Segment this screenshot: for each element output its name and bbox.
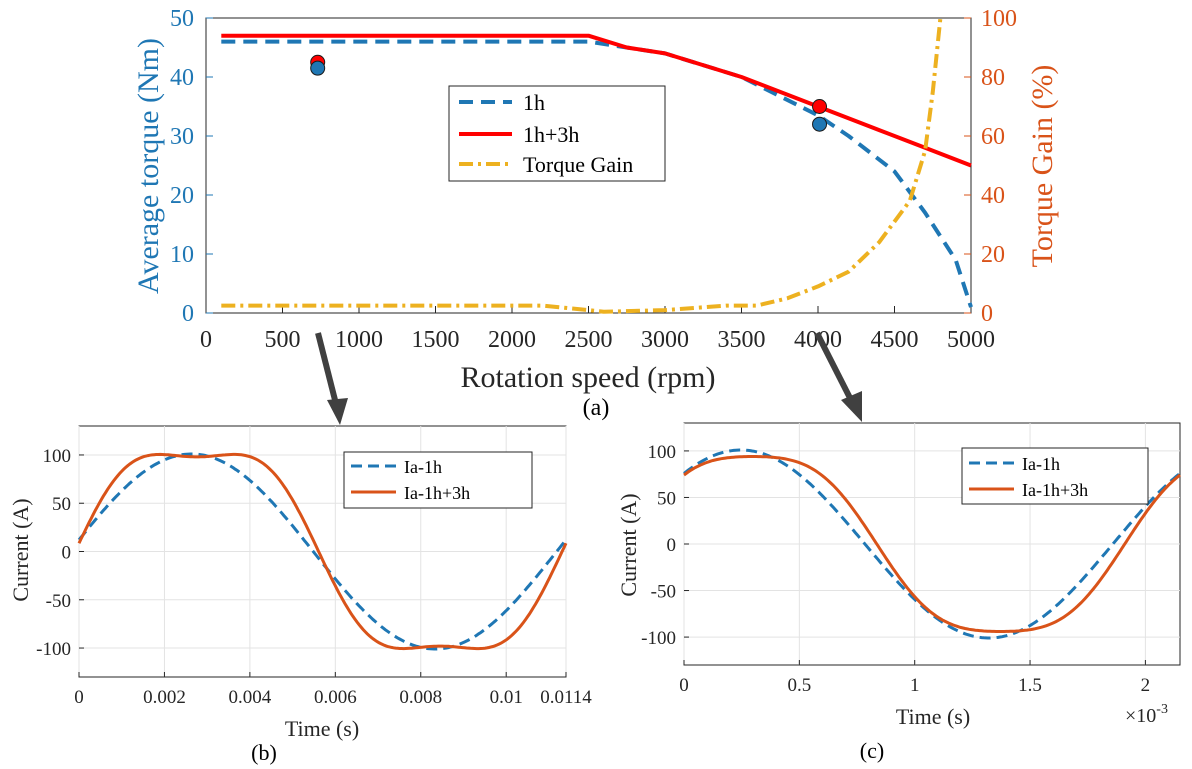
y-tick-label: 0 [182, 301, 194, 327]
plot-c-exponent-base: ×10 [1125, 705, 1156, 727]
x-tick-label: 2 [1141, 675, 1151, 696]
series-line-0 [683, 448, 1181, 640]
y-tick-label: 50 [52, 494, 71, 515]
arrow-left-shaft [315, 332, 338, 401]
plot-a-x-ticks: 0500100015002000250030003500400045005000 [200, 306, 995, 353]
x-tick-label: 0.002 [143, 687, 186, 708]
legend-c-ia1h-label: Ia-1h [1022, 454, 1060, 474]
data-marker-3 [812, 116, 828, 132]
arrow-right-shaft [814, 331, 853, 400]
plot-c-xlabel: Time (s) [896, 704, 970, 729]
plot-a-y-ticks: 0 10 20 30 40 50 [170, 6, 213, 327]
plot-b-ylabel: Current (A) [8, 498, 33, 601]
series-line-1 [221, 33, 972, 168]
y2-tick-label: 40 [981, 183, 1005, 209]
y-tick-label: 100 [648, 442, 677, 463]
plot-b-xlabel: Time (s) [285, 716, 359, 741]
y2-tick-label: 0 [981, 301, 993, 327]
plot-c-y-ticks: -100 -50 0 50 100 [641, 442, 689, 649]
legend-1h-label: 1h [523, 90, 545, 115]
x-tick-label: 0.008 [399, 687, 442, 708]
plot-c-series [683, 448, 1181, 640]
x-tick-label: 2000 [488, 327, 536, 353]
y2-tick-label: 20 [981, 242, 1005, 268]
x-tick-label: 1500 [412, 327, 460, 353]
y-tick-label: -50 [46, 591, 71, 612]
plot-c-legend: Ia-1h Ia-1h+3h [961, 447, 1149, 505]
y2-tick-label: 100 [981, 6, 1017, 32]
panel-a-torque-chart: 0500100015002000250030003500400045005000… [132, 6, 1059, 421]
x-tick-label: 3500 [718, 327, 766, 353]
legend-b-ia1h-label: Ia-1h [404, 457, 442, 477]
x-tick-label: 1000 [335, 327, 383, 353]
y-tick-label: -100 [36, 639, 71, 660]
y-tick-label: 50 [657, 488, 676, 509]
plot-a-y2-ticks: 0 20 40 60 80 100 [964, 6, 1017, 327]
x-tick-label: 0.006 [314, 687, 357, 708]
plot-a-legend: 1h 1h+3h Torque Gain [448, 85, 666, 182]
legend-gain-label: Torque Gain [523, 152, 633, 177]
x-tick-label: 5000 [947, 327, 995, 353]
plot-c-ylabel: Current (A) [616, 493, 641, 596]
y-tick-label: -100 [641, 628, 676, 649]
plot-a-xlabel: Rotation speed (rpm) [461, 361, 716, 394]
y2-tick-label: 60 [981, 124, 1005, 150]
arrow-right-head [841, 391, 862, 422]
data-marker-1 [310, 60, 326, 76]
y-tick-label: 20 [170, 183, 194, 209]
panel-c-current-chart: 0 0.5 1 1.5 2 -100 -50 0 50 100 Time (s) Current… [616, 422, 1181, 763]
zoom-arrows [315, 331, 862, 425]
panel-b-current-chart: 0 0.002 0.004 0.006 0.008 0.01 0.0114 -100 -50 0… [8, 425, 592, 765]
x-tick-label: 1.5 [1018, 675, 1042, 696]
x-tick-label: 0.004 [229, 687, 272, 708]
x-tick-label: 0 [679, 675, 689, 696]
y-tick-label: 10 [170, 242, 194, 268]
x-tick-label: 0 [74, 687, 84, 708]
plot-a-series [221, 17, 973, 314]
panel-b-label: (b) [251, 740, 277, 765]
series-line-2 [221, 17, 943, 314]
y-tick-label: 0 [667, 535, 677, 556]
x-tick-label: 2500 [565, 327, 613, 353]
x-tick-label: 0 [200, 327, 212, 353]
x-tick-label: 0.0114 [540, 687, 592, 708]
y-tick-label: 0 [62, 543, 72, 564]
plot-c-exponent-power: -3 [1156, 702, 1168, 717]
legend-b-ia1h3h-label: Ia-1h+3h [404, 483, 470, 503]
plot-c-x-ticks: 0 0.5 1 1.5 2 [679, 660, 1150, 696]
series-line-1 [683, 455, 1181, 633]
plot-a-y2label: Torque Gain (%) [1026, 65, 1059, 268]
x-tick-label: 4500 [871, 327, 919, 353]
plot-c-legend-box [961, 447, 1149, 505]
y2-tick-label: 80 [981, 65, 1005, 91]
y-tick-label: -50 [651, 582, 676, 603]
y-tick-label: 100 [43, 446, 72, 467]
x-tick-label: 0.5 [787, 675, 811, 696]
legend-1h3h-label: 1h+3h [523, 122, 579, 147]
data-marker-2 [812, 99, 828, 114]
y-tick-label: 50 [170, 6, 194, 32]
x-tick-label: 3000 [641, 327, 689, 353]
plot-a-markers [310, 54, 828, 132]
panel-a-label: (a) [583, 395, 610, 421]
x-tick-label: 0.01 [490, 687, 523, 708]
x-tick-label: 1 [910, 675, 920, 696]
series-line-1 [77, 452, 568, 651]
plot-c-exponent: ×10-3 [1125, 702, 1168, 727]
plot-b-legend: Ia-1h Ia-1h+3h [343, 451, 533, 509]
plot-b-series [77, 452, 568, 651]
plot-b-legend-box [343, 451, 533, 509]
legend-c-ia1h3h-label: Ia-1h+3h [1022, 480, 1088, 500]
panel-c-label: (c) [860, 738, 884, 763]
arrow-left-head [327, 398, 348, 425]
y-tick-label: 30 [170, 124, 194, 150]
plot-a-ylabel: Average torque (Nm) [132, 38, 165, 294]
y-tick-label: 40 [170, 65, 194, 91]
plot-b-y-ticks: -100 -50 0 50 100 [36, 446, 84, 660]
x-tick-label: 500 [265, 327, 301, 353]
plot-b-x-ticks: 0 0.002 0.004 0.006 0.008 0.01 0.0114 [74, 672, 592, 708]
